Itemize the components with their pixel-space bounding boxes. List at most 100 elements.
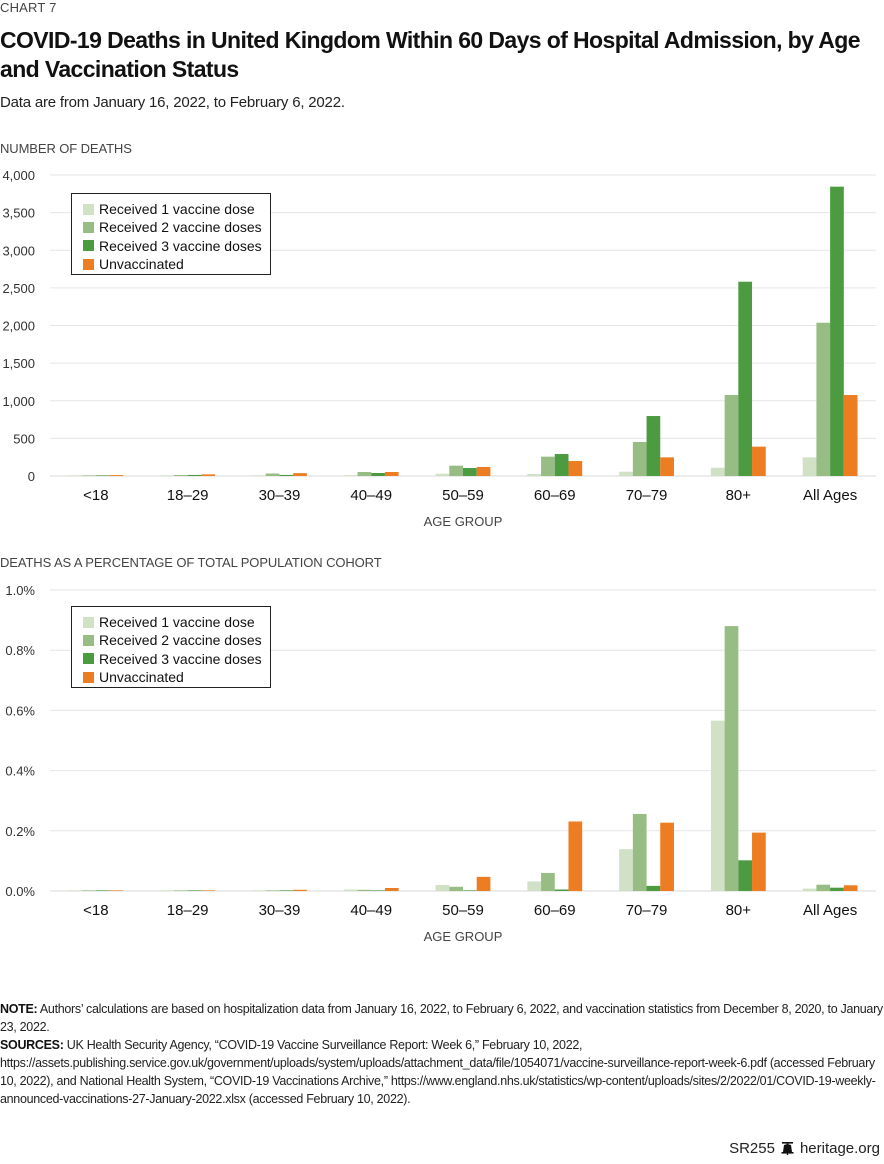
bar-dose1-5 [527, 881, 542, 891]
sources: SOURCES: UK Health Security Agency, “COV… [0, 1036, 884, 1108]
bar-dose3-5 [554, 454, 569, 476]
bar-unvaccinated-3 [384, 472, 399, 476]
x-tick-label: 80+ [726, 487, 752, 504]
x-tick-label: <18 [83, 487, 108, 504]
x-tick-label: 80+ [726, 902, 752, 919]
bar-dose1-0 [68, 890, 83, 891]
legend-swatch-unvaccinated [83, 671, 94, 683]
bar-dose2-4 [449, 465, 463, 476]
y-tick-label: 3,500 [2, 206, 35, 221]
x-tick-label: 18–29 [167, 902, 209, 919]
bar-unvaccinated-8 [843, 395, 858, 476]
bar-unvaccinated-5 [568, 461, 583, 476]
chart1-legend: Received 1 vaccine dose Received 2 vaccin… [71, 193, 271, 275]
bar-dose3-3 [371, 472, 385, 476]
y-tick-label: 0.0% [5, 884, 35, 899]
legend-item-dose1: Received 1 vaccine dose [83, 200, 270, 218]
bar-dose2-0 [82, 890, 96, 891]
bar-dose1-1 [160, 475, 174, 476]
bar-dose2-8 [816, 884, 831, 891]
chart2-y-axis-title: DEATHS AS A PERCENTAGE OF TOTAL POPULATI… [0, 555, 382, 570]
bar-unvaccinated-1 [201, 890, 216, 891]
footer-notes: NOTE: Authors’ calculations are based on… [0, 1000, 884, 1108]
x-axis-title: AGE GROUP [424, 929, 503, 944]
bar-dose1-7 [710, 467, 725, 476]
x-tick-label: 30–39 [259, 902, 301, 919]
bar-unvaccinated-4 [476, 876, 491, 891]
x-tick-label: 30–39 [259, 487, 301, 504]
x-tick-label: 70–79 [626, 487, 668, 504]
bar-dose3-4 [463, 468, 477, 476]
legend-swatch-dose1 [83, 616, 94, 628]
legend-label: Unvaccinated [99, 669, 184, 686]
bar-dose1-6 [619, 849, 633, 891]
bar-dose3-6 [646, 416, 661, 476]
legend-label: Received 1 vaccine dose [99, 201, 255, 218]
x-tick-label: <18 [83, 902, 108, 919]
bar-dose1-8 [802, 457, 817, 476]
bar-dose2-1 [173, 890, 188, 891]
bar-unvaccinated-4 [476, 466, 491, 476]
bar-dose1-2 [252, 890, 266, 891]
bar-unvaccinated-0 [109, 890, 124, 891]
bar-dose3-8 [830, 186, 844, 476]
x-tick-label: 70–79 [626, 902, 668, 919]
legend-swatch-dose2 [83, 221, 94, 233]
legend-item-unvaccinated: Unvaccinated [83, 255, 270, 273]
bar-dose1-4 [435, 884, 450, 891]
brand: SR255 heritage.org [729, 1140, 880, 1157]
bar-unvaccinated-7 [752, 832, 766, 891]
bar-dose2-6 [632, 813, 647, 891]
x-tick-label: 50–59 [442, 902, 484, 919]
y-tick-label: 1.0% [5, 583, 35, 598]
bar-dose1-1 [160, 890, 174, 891]
bar-dose3-1 [187, 474, 202, 476]
bar-dose2-7 [724, 626, 739, 891]
bar-unvaccinated-5 [568, 821, 583, 891]
chart-number: CHART 7 [0, 0, 57, 15]
deaths-percentage-chart: 0.0% 0.2% 0.4% 0.6% 0.8% 1.0% <18 18–29 30–39 40–… [5, 583, 876, 944]
legend-item-dose1: Received 1 vaccine dose [83, 613, 270, 631]
bar-dose3-8 [830, 887, 844, 891]
x-tick-label: All Ages [803, 487, 857, 504]
legend-swatch-dose1 [83, 203, 94, 215]
bar-dose3-2 [279, 890, 294, 891]
legend-swatch-unvaccinated [83, 258, 94, 270]
bar-dose3-3 [371, 890, 385, 891]
legend-label: Received 1 vaccine dose [99, 614, 255, 631]
bar-dose3-0 [95, 475, 110, 476]
bar-dose2-7 [724, 395, 739, 476]
x-tick-label: All Ages [803, 902, 857, 919]
bar-unvaccinated-2 [293, 473, 307, 476]
bar-dose2-3 [357, 889, 372, 891]
chart-subtitle: Data are from January 16, 2022, to Febru… [0, 94, 345, 111]
site-link[interactable]: heritage.org [799, 1140, 880, 1157]
legend-swatch-dose3 [83, 653, 94, 665]
chart1-y-axis-title: NUMBER OF DEATHS [0, 141, 132, 156]
bar-unvaccinated-7 [752, 446, 766, 476]
x-axis-title: AGE GROUP [424, 514, 503, 529]
y-tick-label: 0.2% [5, 824, 35, 839]
legend-label: Received 3 vaccine doses [99, 237, 262, 254]
legend-item-dose2: Received 2 vaccine doses [83, 218, 270, 236]
bar-dose3-6 [646, 885, 661, 891]
legend-item-dose3: Received 3 vaccine doses [83, 650, 270, 668]
y-tick-label: 0.8% [5, 643, 35, 658]
bar-unvaccinated-0 [109, 475, 124, 476]
legend-label: Received 2 vaccine doses [99, 219, 262, 236]
bar-dose1-5 [527, 473, 542, 476]
bar-dose1-8 [802, 888, 817, 891]
legend-swatch-dose3 [83, 240, 94, 252]
sources-label: SOURCES: [0, 1038, 64, 1052]
bar-dose1-0 [68, 475, 83, 476]
legend-swatch-dose2 [83, 634, 94, 646]
bar-dose3-2 [279, 474, 294, 476]
note-label: NOTE: [0, 1002, 38, 1016]
bar-dose3-0 [95, 890, 110, 891]
chart2-legend: Received 1 vaccine dose Received 2 vaccin… [71, 606, 271, 688]
bar-unvaccinated-6 [660, 457, 674, 476]
y-tick-label: 3,000 [2, 243, 35, 258]
x-tick-label: 40–49 [350, 902, 392, 919]
sources-text: UK Health Security Agency, “COVID-19 Vac… [0, 1038, 876, 1106]
y-tick-label: 1,000 [2, 394, 35, 409]
